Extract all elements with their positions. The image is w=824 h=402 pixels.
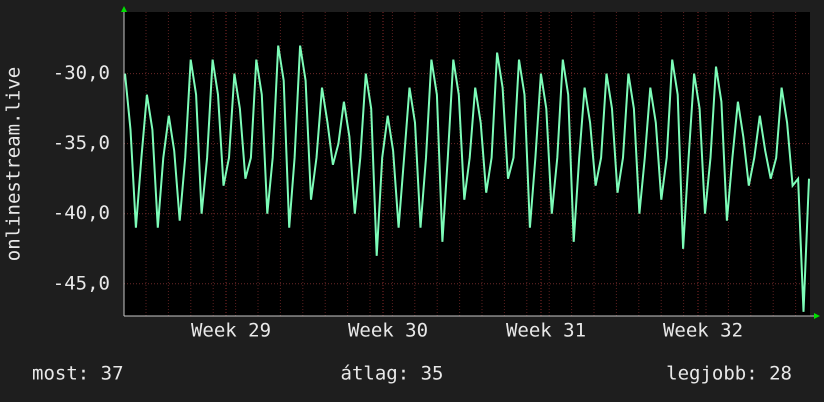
y-tick-label: -30,0 — [53, 62, 110, 84]
footer-best: legjobb: 28 — [666, 363, 792, 385]
y-tick-label: -45,0 — [53, 272, 110, 294]
footer-average: átlag: 35 — [341, 363, 444, 385]
y-tick-label: -40,0 — [53, 202, 110, 224]
plot-area — [124, 12, 810, 316]
x-tick-label: Week 30 — [348, 320, 428, 342]
footer-current: most: 37 — [32, 363, 124, 385]
x-tick-label: Week 31 — [506, 320, 586, 342]
axis-arrow — [814, 313, 820, 319]
data-line — [124, 45, 810, 312]
y-tick-label: -35,0 — [53, 132, 110, 154]
y-axis-label: onlinestream.live — [3, 67, 25, 261]
x-tick-label: Week 29 — [191, 320, 271, 342]
axis-arrow — [121, 6, 127, 12]
x-tick-label: Week 32 — [663, 320, 743, 342]
